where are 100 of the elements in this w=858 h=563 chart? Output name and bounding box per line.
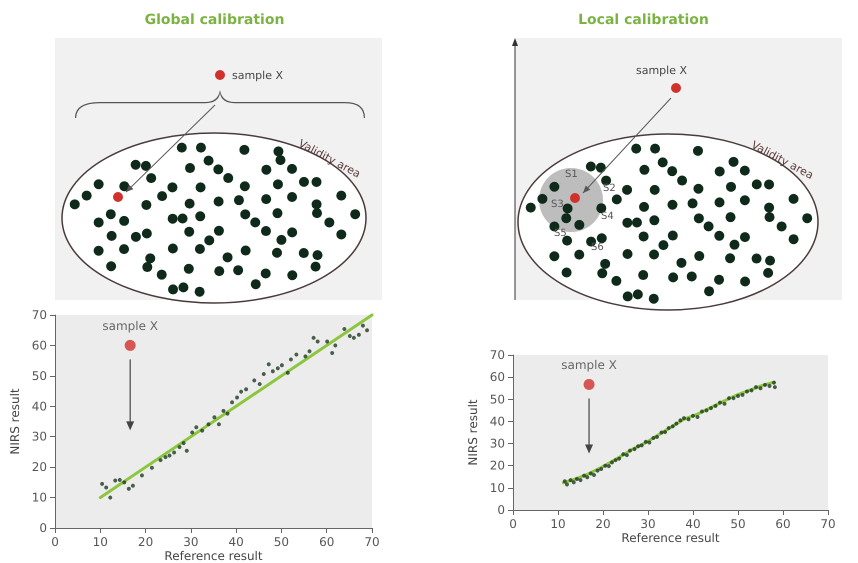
point — [636, 444, 640, 448]
y-tick-label: 60 — [32, 338, 47, 352]
point — [727, 396, 731, 400]
point — [262, 372, 266, 376]
point — [221, 408, 226, 413]
point — [754, 385, 758, 390]
point — [194, 425, 198, 430]
point — [348, 334, 352, 338]
x-tick-label: 70 — [364, 535, 380, 549]
y-tick-label: 40 — [32, 399, 47, 414]
point — [172, 450, 176, 455]
x-axis-title: Reference result — [621, 531, 720, 545]
point — [663, 430, 668, 434]
point — [108, 496, 112, 500]
point — [216, 422, 221, 426]
point — [266, 362, 271, 366]
point — [226, 412, 230, 416]
point — [126, 486, 131, 491]
point — [704, 408, 708, 412]
point — [244, 387, 248, 392]
point — [714, 404, 718, 408]
point — [200, 428, 204, 433]
point — [206, 422, 211, 426]
point — [280, 363, 284, 368]
point — [252, 378, 256, 382]
point — [164, 455, 168, 460]
y-tick-label: 20 — [32, 460, 47, 474]
point — [330, 351, 334, 356]
y-tick-label: 10 — [32, 490, 47, 505]
point — [365, 328, 370, 332]
point — [614, 458, 618, 462]
point — [182, 441, 186, 446]
point — [294, 352, 298, 357]
x-tick-label: 20 — [138, 535, 154, 549]
point — [342, 327, 346, 331]
point — [356, 332, 361, 337]
point — [104, 486, 108, 490]
point — [750, 388, 754, 392]
point — [628, 448, 632, 453]
point — [113, 478, 118, 483]
x-tick-label: 60 — [775, 517, 791, 531]
y-axis-title: NIRS result — [8, 388, 22, 455]
point — [674, 422, 678, 426]
point — [644, 440, 648, 444]
point — [574, 477, 579, 481]
point — [670, 424, 675, 428]
point — [696, 415, 700, 419]
point — [130, 484, 135, 488]
point — [325, 339, 330, 344]
point — [585, 475, 590, 480]
point — [718, 400, 722, 405]
y-tick-label: 50 — [490, 392, 505, 406]
point — [678, 418, 682, 422]
point — [772, 385, 777, 390]
point — [666, 426, 671, 430]
x-tick-label: 0 — [509, 517, 517, 531]
point — [740, 392, 744, 397]
x-tick-label: 50 — [730, 517, 746, 531]
point — [270, 369, 275, 374]
point — [691, 414, 695, 418]
point — [168, 454, 172, 458]
point — [150, 466, 154, 470]
point — [732, 396, 736, 400]
point — [303, 354, 308, 358]
point — [709, 406, 713, 410]
point — [118, 478, 122, 482]
point — [772, 380, 776, 385]
point — [568, 478, 573, 482]
point — [239, 390, 244, 394]
point — [288, 357, 293, 362]
point — [632, 447, 636, 452]
point — [647, 440, 652, 444]
point — [640, 443, 644, 448]
point — [745, 390, 749, 394]
x-tick-label: 30 — [183, 535, 198, 549]
point — [617, 456, 622, 461]
x-tick-label: 50 — [274, 535, 290, 549]
x-tick-label: 70 — [820, 517, 836, 531]
y-axis-title: NIRS result — [466, 399, 480, 466]
point — [276, 366, 280, 370]
point — [736, 394, 740, 398]
y-tick-label: 0 — [497, 503, 505, 517]
point — [700, 409, 704, 414]
point — [606, 464, 611, 468]
point — [178, 445, 182, 450]
point — [184, 448, 189, 453]
point — [140, 473, 144, 478]
point — [578, 478, 582, 482]
point — [562, 479, 567, 484]
point — [360, 324, 365, 328]
y-tick-label: 70 — [32, 308, 47, 322]
x-tick-label: 10 — [92, 535, 108, 549]
point — [624, 453, 629, 458]
point — [588, 471, 593, 476]
point — [230, 400, 234, 404]
x-tick-label: 10 — [550, 517, 566, 531]
point — [352, 336, 356, 340]
y-tick-label: 30 — [490, 436, 505, 451]
point — [599, 467, 604, 472]
point — [316, 339, 320, 344]
